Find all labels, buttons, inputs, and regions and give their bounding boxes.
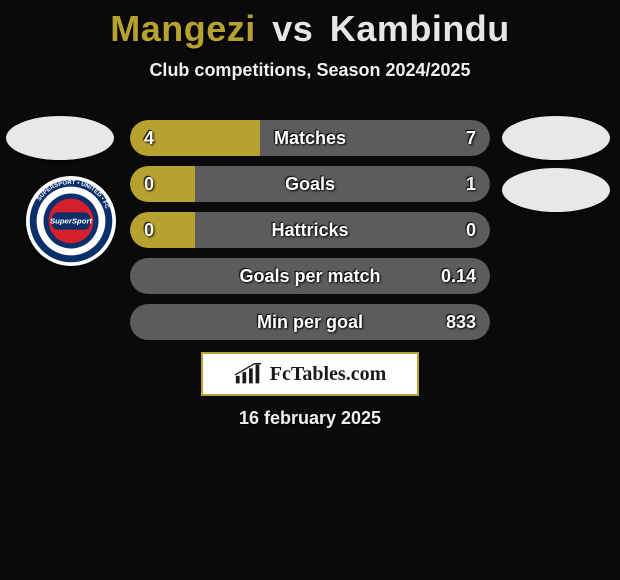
stat-label: Hattricks (130, 212, 490, 248)
player2-club-badge (502, 168, 610, 212)
stat-value-right: 7 (466, 120, 476, 156)
supersport-logo-icon: SuperSport SUPERSPORT • UNITED • FC (28, 178, 114, 264)
bar-chart-icon (234, 362, 264, 386)
stat-label: Matches (130, 120, 490, 156)
comparison-title: Mangezi vs Kambindu (0, 0, 620, 50)
stat-row-min-per-goal: Min per goal 833 (130, 304, 490, 340)
stat-value-right: 833 (446, 304, 476, 340)
stat-label: Min per goal (130, 304, 490, 340)
season-subtitle: Club competitions, Season 2024/2025 (0, 60, 620, 81)
stat-label: Goals per match (130, 258, 490, 294)
player1-avatar (6, 116, 114, 160)
stat-value-right: 0 (466, 212, 476, 248)
stat-value-right: 1 (466, 166, 476, 202)
footer-date: 16 february 2025 (0, 408, 620, 429)
stat-value-right: 0.14 (441, 258, 476, 294)
svg-text:SuperSport: SuperSport (50, 217, 93, 226)
stats-panel: 4 Matches 7 0 Goals 1 0 Hattricks 0 Goal… (130, 120, 490, 350)
stat-row-goals: 0 Goals 1 (130, 166, 490, 202)
player2-avatar (502, 116, 610, 160)
player1-name: Mangezi (110, 8, 256, 49)
stat-row-goals-per-match: Goals per match 0.14 (130, 258, 490, 294)
player2-name: Kambindu (330, 8, 510, 49)
stat-label: Goals (130, 166, 490, 202)
stat-row-matches: 4 Matches 7 (130, 120, 490, 156)
player1-club-badge: SuperSport SUPERSPORT • UNITED • FC (26, 176, 116, 266)
title-vs: vs (272, 8, 313, 49)
stat-row-hattricks: 0 Hattricks 0 (130, 212, 490, 248)
brand-watermark[interactable]: FcTables.com (201, 352, 419, 396)
brand-name: FcTables.com (270, 363, 386, 386)
